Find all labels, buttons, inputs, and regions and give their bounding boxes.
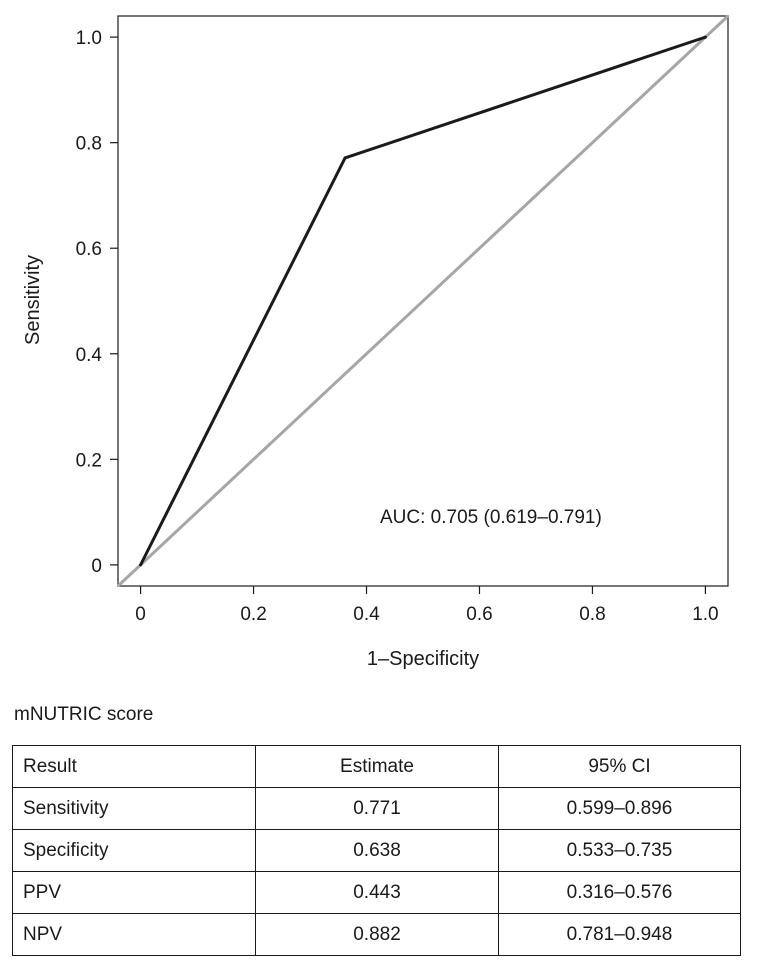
row-estimate: 0.882: [255, 913, 499, 956]
y-tick-label: 0.8: [76, 134, 102, 155]
header-ci: 95% CI: [498, 745, 741, 788]
row-ci: 0.599–0.896: [498, 787, 741, 830]
row-ci: 0.781–0.948: [498, 913, 741, 956]
auc-annotation: AUC: 0.705 (0.619–0.791): [380, 507, 602, 528]
x-tick-label: 1.0: [692, 604, 718, 625]
table-row: Sensitivity 0.771 0.599–0.896: [12, 787, 741, 830]
plot-frame: [117, 15, 729, 587]
x-axis-label: 1–Specificity: [367, 648, 479, 670]
x-tick-label: 0.2: [240, 604, 266, 625]
y-tick-label: 1.0: [76, 28, 102, 49]
row-label: Specificity: [12, 829, 256, 872]
roc-point: [343, 156, 347, 160]
row-ci: 0.316–0.576: [498, 871, 741, 914]
header-estimate: Estimate: [255, 745, 499, 788]
y-tick-label: 0: [91, 556, 102, 577]
table-row: NPV 0.882 0.781–0.948: [12, 913, 741, 956]
x-tick-label: 0.4: [353, 604, 380, 625]
table-row: Specificity 0.638 0.533–0.735: [12, 829, 741, 872]
metrics-table: Result Estimate 95% CI Sensitivity 0.771…: [12, 745, 741, 956]
table-row: PPV 0.443 0.316–0.576: [12, 871, 741, 914]
roc-point: [139, 563, 143, 567]
row-label: PPV: [12, 871, 256, 914]
row-label: Sensitivity: [12, 787, 256, 830]
reference-line: [116, 14, 730, 588]
row-label: NPV: [12, 913, 256, 956]
y-tick-label: 0.6: [76, 239, 102, 260]
y-tick-label: 0.4: [76, 345, 103, 366]
table-title: mNUTRIC score: [14, 704, 154, 725]
axis-layer: 0 0.2 0.4 0.6 0.8 1.0 0 0.2 0.4 0.6 0.8 1.0: [76, 28, 719, 625]
roc-point: [703, 35, 707, 39]
row-estimate: 0.443: [255, 871, 499, 914]
x-tick-label: 0: [135, 604, 146, 625]
x-tick-label: 0.6: [466, 604, 492, 625]
row-estimate: 0.638: [255, 829, 499, 872]
y-tick-label: 0.2: [76, 450, 102, 471]
x-tick-label: 0.8: [579, 604, 605, 625]
plot-layer: [116, 14, 730, 588]
table-header-row: Result Estimate 95% CI: [12, 745, 741, 788]
row-estimate: 0.771: [255, 787, 499, 830]
header-result: Result: [12, 745, 256, 788]
roc-chart: 0 0.2 0.4 0.6 0.8 1.0 0 0.2 0.4 0.6 0.8 1.0 1–Speci…: [22, 14, 730, 670]
row-ci: 0.533–0.735: [498, 829, 741, 872]
y-axis-label: Sensitivity: [22, 255, 44, 345]
